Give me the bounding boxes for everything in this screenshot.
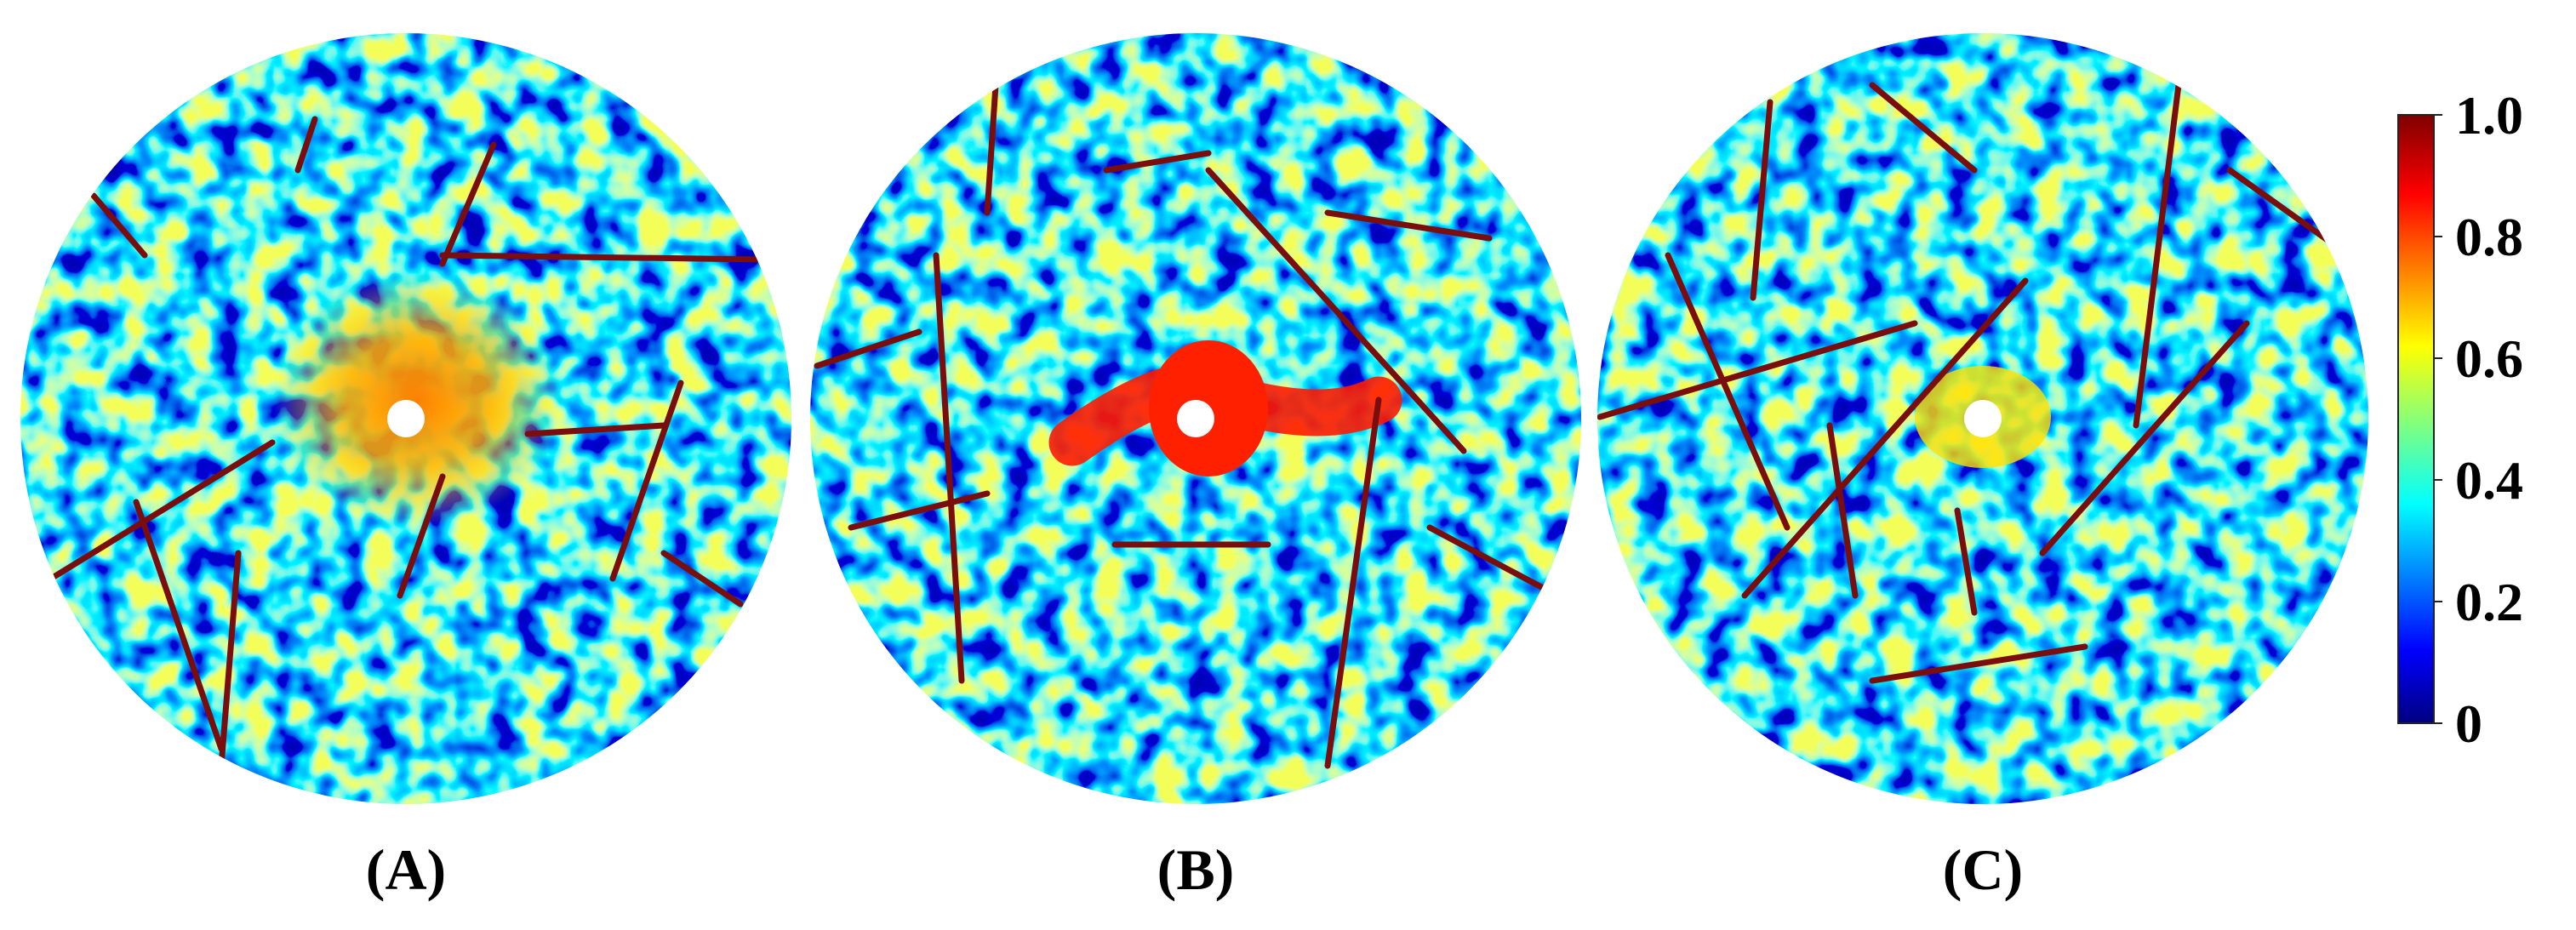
panel-label: (C) <box>1943 837 2023 902</box>
colorbar-tick-label: 0.2 <box>2455 572 2523 632</box>
colorbar-tick-label: 0.4 <box>2455 450 2523 511</box>
hole <box>1964 400 2002 437</box>
colorbar <box>2397 114 2435 724</box>
panel-a-field <box>20 33 791 804</box>
panel-label: (B) <box>1157 837 1235 902</box>
hole <box>387 400 425 437</box>
colorbar-tick-label: 0 <box>2455 693 2482 754</box>
colorbar-tick-label: 1.0 <box>2455 85 2523 145</box>
colorbar-tick-label: 0.8 <box>2455 207 2523 267</box>
colorbar-tick-label: 0.6 <box>2455 328 2523 389</box>
panel-b-field <box>810 33 1581 804</box>
panel-label: (A) <box>366 837 446 902</box>
hole <box>1177 400 1214 437</box>
